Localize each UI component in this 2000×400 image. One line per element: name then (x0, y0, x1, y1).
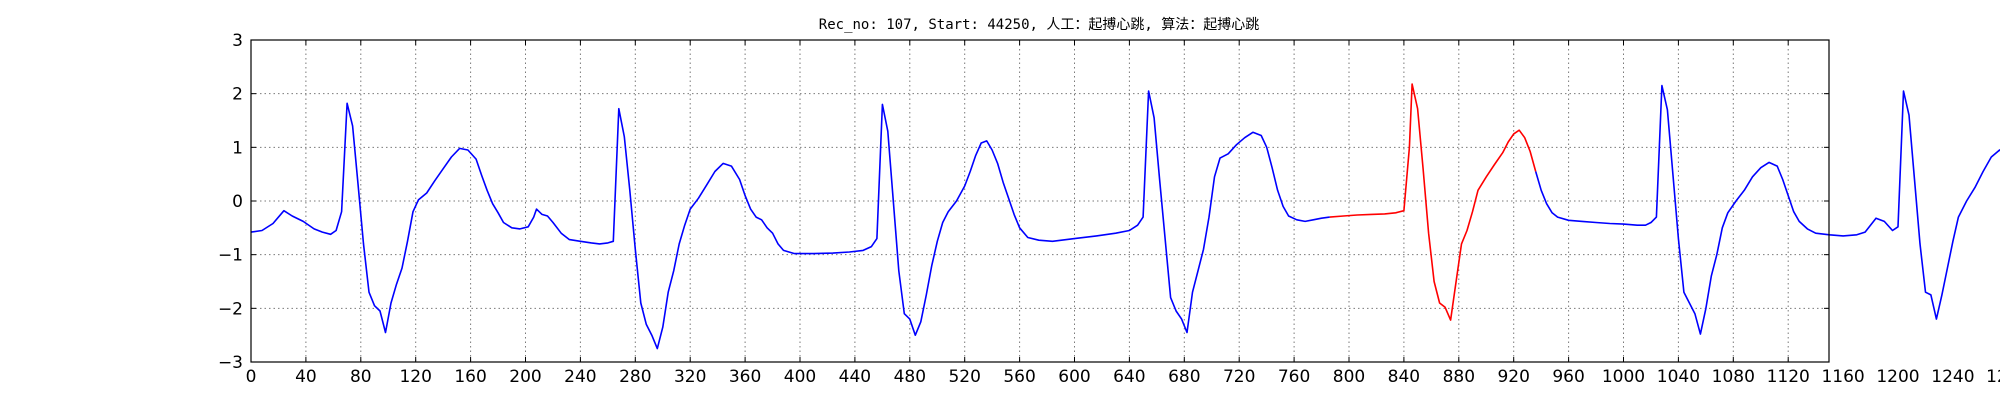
y-tick-label: −2 (218, 299, 243, 319)
x-tick-label: 400 (784, 367, 816, 387)
x-tick-label: 560 (1003, 367, 1035, 387)
x-tick-label: 800 (1333, 367, 1365, 387)
y-tick-label: 2 (232, 85, 243, 105)
x-tick-label: 680 (1168, 367, 1200, 387)
x-tick-label: 240 (564, 367, 596, 387)
x-tick-label: 1080 (1712, 367, 1755, 387)
x-tick-label: 1200 (1876, 367, 1919, 387)
y-tick-label: 1 (232, 138, 243, 158)
x-tick-label: 920 (1497, 367, 1529, 387)
x-tick-label: 280 (619, 367, 651, 387)
y-tick-label: −1 (218, 246, 243, 266)
x-tick-label: 640 (1113, 367, 1145, 387)
x-tick-label: 160 (454, 367, 486, 387)
x-tick-label: 1120 (1767, 367, 1810, 387)
x-tick-label: 840 (1388, 367, 1420, 387)
x-tick-label: 320 (674, 367, 706, 387)
x-tick-label: 1040 (1657, 367, 1700, 387)
x-tick-label: 880 (1443, 367, 1475, 387)
x-tick-label: 600 (1058, 367, 1090, 387)
ecg-series-line-3 (1534, 84, 2000, 335)
x-tick-label: 1240 (1931, 367, 1974, 387)
y-tick-label: −3 (218, 353, 243, 373)
x-tick-label: 960 (1552, 367, 1584, 387)
y-axis: 3 2 1 0 −1 −2 −3 (218, 31, 1829, 373)
y-tick-label: 0 (232, 192, 243, 212)
y-tick-label: 3 (232, 31, 243, 51)
x-tick-label: 720 (1223, 367, 1255, 387)
ecg-series-line-2 (1329, 83, 1537, 321)
x-axis: 0 40 80 120 160 200 240 280 320 360 400 440 480 520 56… (246, 40, 2000, 387)
x-tick-label: 440 (839, 367, 871, 387)
x-tick-label: 40 (295, 367, 317, 387)
x-tick-label: 1000 (1602, 367, 1645, 387)
x-tick-label: 480 (894, 367, 926, 387)
grid-lines (251, 40, 1829, 362)
series-lines (250, 83, 2000, 350)
chart-title: Rec_no: 107, Start: 44250, 人工：起搏心跳, 算法：起… (819, 16, 1259, 33)
x-tick-label: 520 (948, 367, 980, 387)
x-tick-label: 0 (246, 367, 257, 387)
ecg-series-line-1 (250, 90, 1330, 350)
x-tick-label: 1280 (1986, 367, 2000, 387)
x-tick-label: 80 (350, 367, 372, 387)
x-tick-label: 200 (509, 367, 541, 387)
x-tick-label: 1160 (1821, 367, 1864, 387)
x-tick-label: 120 (399, 367, 431, 387)
x-tick-label: 360 (729, 367, 761, 387)
x-tick-label: 760 (1278, 367, 1310, 387)
